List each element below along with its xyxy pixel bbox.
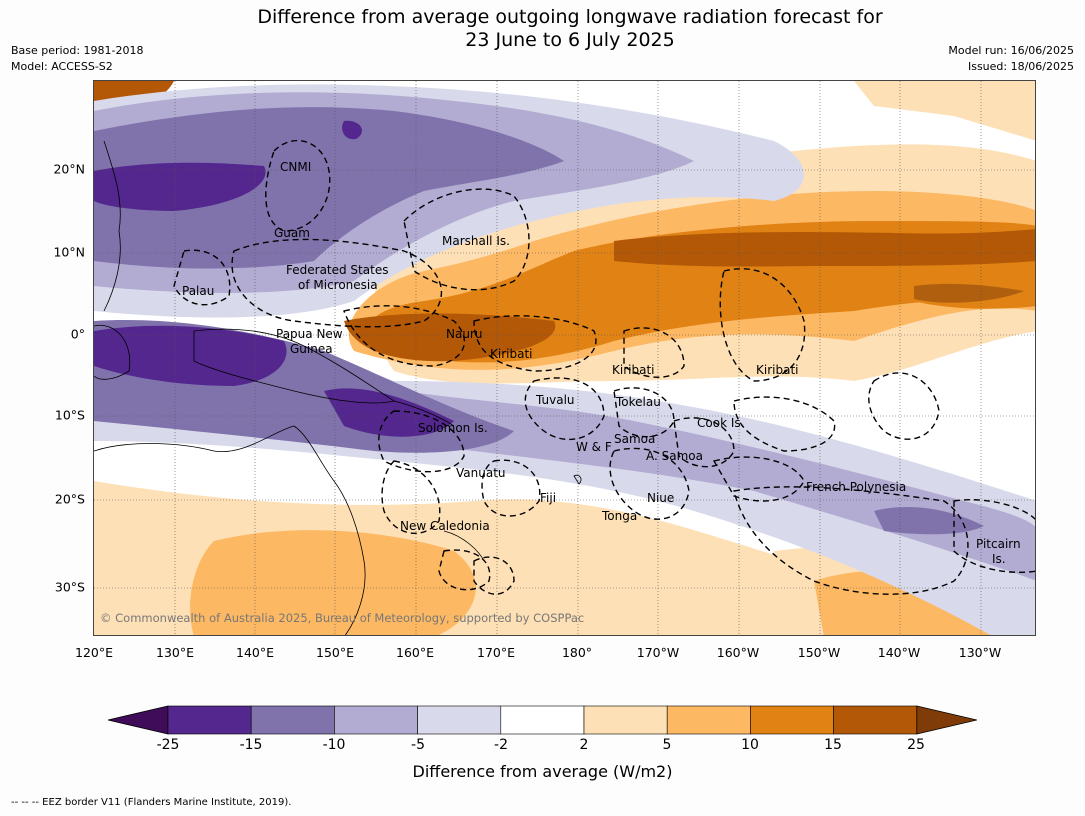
region-label: CNMI (280, 160, 311, 174)
anomaly-negative-darkest (94, 120, 454, 437)
region-label: of Micronesia (298, 278, 378, 292)
borneo-coast (94, 324, 131, 380)
colorbar-swatches (108, 705, 977, 735)
region-label: Cook Is. (697, 416, 744, 430)
meta-left: Base period: 1981-2018 Model: ACCESS-S2 (11, 43, 143, 75)
x-tick: 130°W (958, 645, 1002, 660)
colorbar-swatch (583, 705, 668, 735)
eez-borders (173, 140, 1035, 595)
region-label: W & F (576, 440, 612, 454)
meta-right: Model run: 16/06/2025 Issued: 18/06/2025 (948, 43, 1074, 75)
eez-footnote: -- -- -- EEZ border V11 (Flanders Marine… (11, 797, 292, 808)
region-label: Solomon Is. (418, 421, 488, 435)
y-tick: 20°N (53, 161, 85, 177)
colorbar-label: -5 (411, 737, 425, 753)
colorbar-label: -2 (494, 737, 508, 753)
copyright-notice: © Commonwealth of Australia 2025, Bureau… (100, 611, 584, 625)
colorbar-swatch (417, 705, 502, 735)
colorbar-swatch (334, 705, 418, 735)
colorbar-swatch (833, 705, 918, 735)
region-label: Pitcairn (976, 537, 1021, 551)
colorbar-label: 10 (741, 737, 759, 753)
colorbar-label: 15 (824, 737, 842, 753)
y-tick: 20°S (54, 491, 85, 507)
region-label: Is. (992, 552, 1006, 566)
region-label: Federated States (286, 263, 388, 277)
region-label: Papua New (276, 327, 343, 341)
x-tick: 170°E (476, 645, 516, 660)
colorbar-label: 2 (579, 737, 589, 753)
colorbar-title: Difference from average (W/m2) (412, 762, 673, 781)
x-tick: 170°W (636, 645, 680, 660)
region-label: French Polynesia (806, 480, 906, 494)
solomon-coast (393, 400, 455, 427)
new-guinea-coast (193, 328, 395, 404)
colorbar-label: 5 (662, 737, 672, 753)
colorbar-label: -15 (239, 737, 263, 753)
colorbar-label: 25 (907, 737, 925, 753)
region-label: A. Samoa (646, 449, 703, 463)
title-line-2: 23 June to 6 July 2025 (465, 29, 675, 51)
colorbar-max-extension (916, 705, 977, 735)
region-label: Kiribati (756, 363, 798, 377)
region-label: Kiribati (490, 347, 532, 361)
y-tick: 10°S (54, 407, 85, 423)
region-label: Kiribati (612, 363, 654, 377)
region-label: Tonga (601, 509, 637, 523)
colorbar-swatch (666, 705, 751, 735)
chart-title: Difference from average outgoing longwav… (0, 6, 1085, 52)
fiji-coast (573, 474, 582, 485)
region-label: Fiji (540, 491, 556, 505)
colorbar-swatch (167, 705, 252, 735)
model-name: Model: ACCESS-S2 (11, 60, 113, 73)
region-label: Marshall Is. (442, 234, 510, 248)
graticule (94, 81, 1035, 635)
region-label: Palau (182, 284, 214, 298)
x-tick: 140°W (877, 645, 921, 660)
forecast-map[interactable]: CNMI Guam Marshall Is. Federated States … (93, 80, 1036, 636)
colorbar-swatch (250, 705, 335, 735)
philippines-coast (103, 140, 121, 312)
y-tick: 30°S (54, 579, 85, 595)
region-label: Tuvalu (535, 393, 575, 407)
colorbar-swatch (750, 705, 834, 735)
colorbar-label: -10 (322, 737, 346, 753)
model-run: Model run: 16/06/2025 (948, 44, 1074, 57)
title-line-1: Difference from average outgoing longwav… (257, 6, 883, 28)
x-tick: 180° (561, 645, 593, 660)
x-tick: 160°E (395, 645, 435, 660)
region-labels: CNMI Guam Marshall Is. Federated States … (182, 160, 1021, 566)
region-label: Guinea (290, 342, 333, 356)
base-period: Base period: 1981-2018 (11, 44, 144, 57)
colorbar-min-extension (108, 705, 169, 735)
x-tick: 140°E (235, 645, 275, 660)
region-label: New Caledonia (400, 519, 490, 533)
australia-coast (94, 425, 366, 635)
colorbar-swatch (500, 705, 585, 735)
x-tick: 130°E (155, 645, 195, 660)
y-tick: 10°N (53, 244, 85, 260)
colorbar (108, 705, 977, 735)
region-label: Samoa (614, 432, 655, 446)
coastlines (94, 140, 582, 635)
y-tick: 0° (70, 326, 85, 342)
region-label: Niue (647, 491, 674, 505)
region-label: Tokelau (615, 395, 661, 409)
x-tick: 150°W (797, 645, 841, 660)
issued-date: Issued: 18/06/2025 (967, 60, 1074, 73)
x-tick: 150°E (315, 645, 355, 660)
region-label: Guam (274, 226, 310, 240)
x-tick: 120°E (74, 645, 114, 660)
x-tick: 160°W (716, 645, 760, 660)
colorbar-label: -25 (156, 737, 180, 753)
map-svg: CNMI Guam Marshall Is. Federated States … (94, 81, 1035, 635)
region-label: Vanuatu (456, 466, 506, 480)
region-label: Nauru (446, 327, 482, 341)
